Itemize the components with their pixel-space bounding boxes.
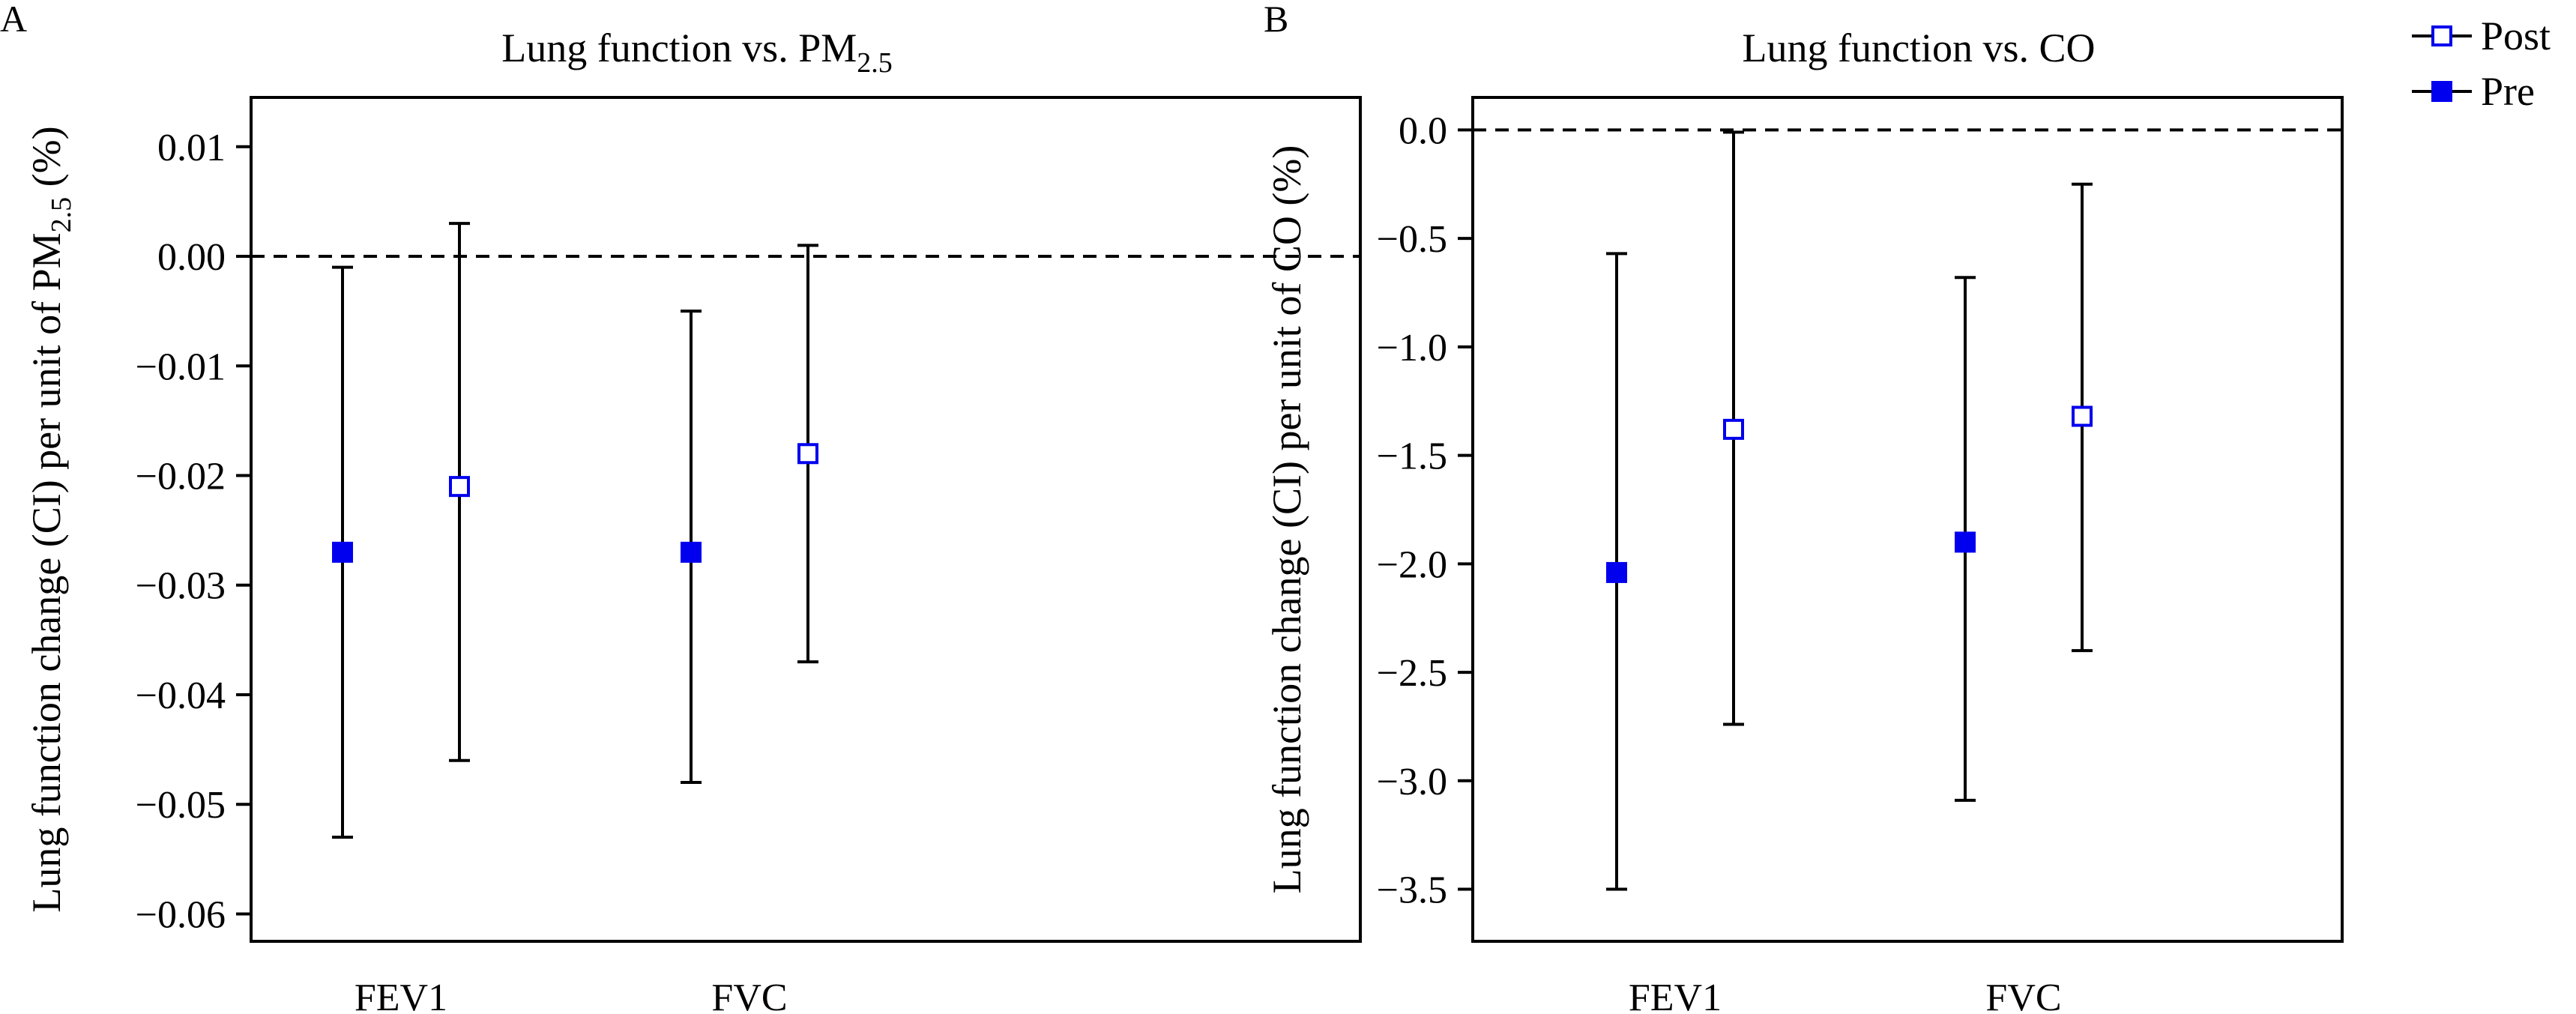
point-post-fvc bbox=[2072, 405, 2093, 427]
y-tick-label: 0.01 bbox=[157, 127, 226, 169]
y-tick-label: 0.0 bbox=[1399, 109, 1447, 152]
y-tick-label: −1.5 bbox=[1377, 435, 1447, 478]
point-post-fvc bbox=[797, 443, 818, 465]
point-pre-fvc bbox=[1955, 531, 1976, 553]
y-tick-label: 0.00 bbox=[157, 236, 226, 279]
plot-frame bbox=[250, 96, 1362, 943]
point-post-fev1 bbox=[449, 476, 470, 498]
y-tick-label: −0.04 bbox=[136, 675, 226, 717]
y-tick-label: −0.01 bbox=[136, 345, 226, 388]
chart-title: Lung function vs. CO bbox=[1743, 25, 2096, 70]
plot-frame bbox=[1471, 96, 2344, 943]
panel-a: A Lung function vs. PM2.5 0.01 0.00 −0.01 −0.… bbox=[0, 0, 1362, 1014]
panel-b: B Lung function vs. CO 0.0 −0.5 −1.0 −1.5 −2.0… bbox=[1264, 0, 2344, 1014]
y-tick-label: −3.5 bbox=[1377, 869, 1447, 912]
y-axis-label: Lung function change (CI) per unit of PM… bbox=[24, 126, 77, 912]
y-tick-label: −0.02 bbox=[136, 456, 226, 498]
legend: Post Pre bbox=[2412, 13, 2551, 114]
y-tick-label: −0.5 bbox=[1377, 218, 1447, 261]
legend-label-pre: Pre bbox=[2481, 69, 2535, 114]
y-tick-label: −3.0 bbox=[1377, 761, 1447, 803]
point-post-fev1 bbox=[1723, 418, 1744, 440]
x-category-label: FVC bbox=[711, 977, 787, 1014]
panel-letter: B bbox=[1264, 0, 1288, 40]
y-tick-label: −2.5 bbox=[1377, 652, 1447, 695]
legend-marker-pre bbox=[2431, 81, 2452, 102]
legend-marker-post bbox=[2431, 25, 2452, 46]
y-axis-label: Lung function change (CI) per unit of CO… bbox=[1264, 145, 1309, 894]
y-tick-label: −1.0 bbox=[1377, 327, 1447, 369]
y-tick-label: −0.03 bbox=[136, 565, 226, 608]
x-category-label: FEV1 bbox=[1629, 977, 1722, 1014]
chart-title: Lung function vs. PM2.5 bbox=[501, 25, 893, 79]
x-category-label: FVC bbox=[1985, 977, 2061, 1014]
y-tick-label: −2.0 bbox=[1377, 543, 1447, 586]
point-pre-fev1 bbox=[332, 541, 353, 563]
panel-letter: A bbox=[0, 0, 27, 40]
x-category-label: FEV1 bbox=[355, 977, 447, 1014]
point-pre-fvc bbox=[681, 541, 702, 563]
point-pre-fev1 bbox=[1606, 561, 1627, 583]
y-tick-label: −0.06 bbox=[136, 893, 226, 936]
y-tick-label: −0.05 bbox=[136, 784, 226, 827]
legend-label-post: Post bbox=[2481, 13, 2551, 58]
